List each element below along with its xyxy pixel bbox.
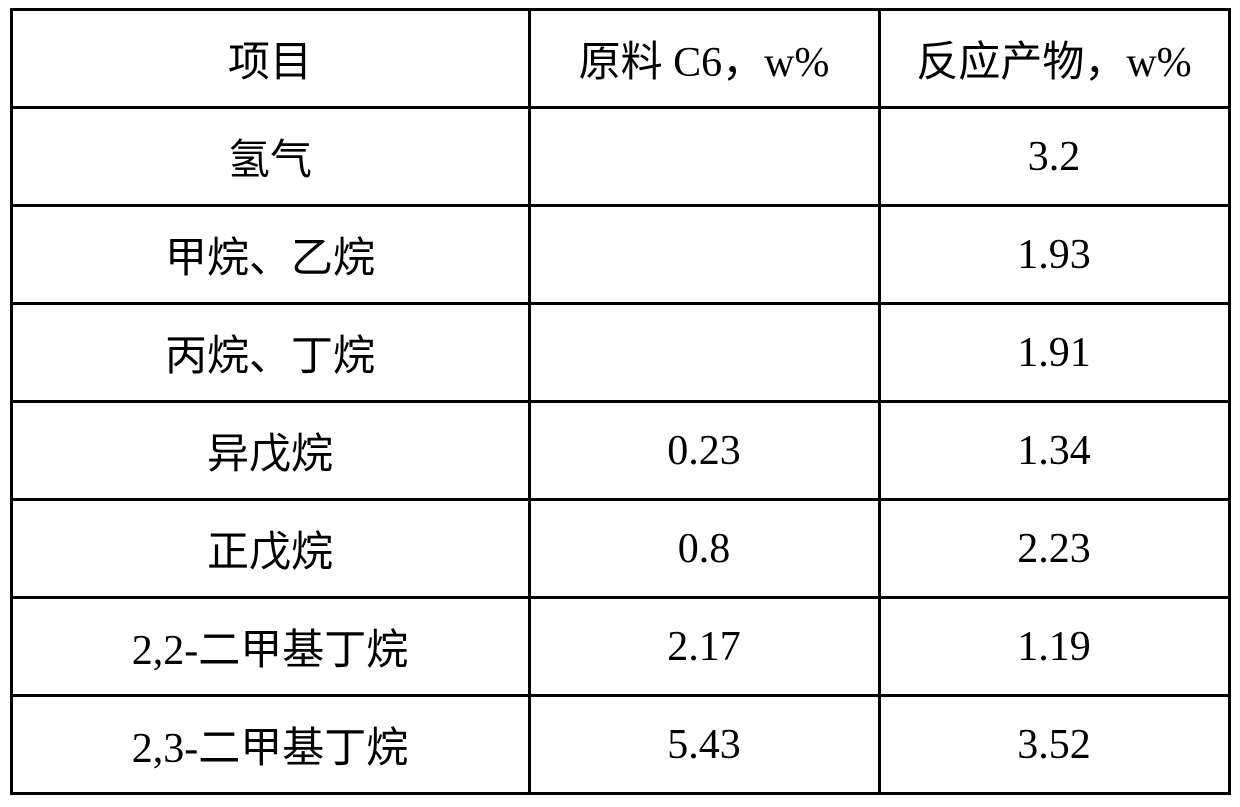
cell-item: 异戊烷	[11, 402, 529, 500]
cell-raw: 2.17	[529, 598, 879, 696]
table-row: 氢气 3.2	[11, 108, 1229, 206]
cell-raw	[529, 206, 879, 304]
cell-product: 1.19	[879, 598, 1229, 696]
header-item: 项目	[11, 10, 529, 108]
cell-product: 1.91	[879, 304, 1229, 402]
cell-raw: 0.8	[529, 500, 879, 598]
table-row: 甲烷、乙烷 1.93	[11, 206, 1229, 304]
cell-raw	[529, 304, 879, 402]
header-raw: 原料 C6，w%	[529, 10, 879, 108]
table-header-row: 项目 原料 C6，w% 反应产物，w%	[11, 10, 1229, 108]
cell-raw	[529, 108, 879, 206]
cell-item: 丙烷、丁烷	[11, 304, 529, 402]
cell-product: 1.93	[879, 206, 1229, 304]
cell-product: 2.23	[879, 500, 1229, 598]
cell-item: 氢气	[11, 108, 529, 206]
cell-item: 正戊烷	[11, 500, 529, 598]
table-row: 2,2-二甲基丁烷 2.17 1.19	[11, 598, 1229, 696]
table-row: 正戊烷 0.8 2.23	[11, 500, 1229, 598]
composition-table: 项目 原料 C6，w% 反应产物，w% 氢气 3.2 甲烷、乙烷 1.93 丙烷…	[10, 8, 1231, 795]
table-row: 异戊烷 0.23 1.34	[11, 402, 1229, 500]
cell-item: 2,3-二甲基丁烷	[11, 696, 529, 794]
cell-product: 3.2	[879, 108, 1229, 206]
cell-item: 2,2-二甲基丁烷	[11, 598, 529, 696]
cell-product: 1.34	[879, 402, 1229, 500]
header-product: 反应产物，w%	[879, 10, 1229, 108]
cell-item: 甲烷、乙烷	[11, 206, 529, 304]
cell-product: 3.52	[879, 696, 1229, 794]
cell-raw: 5.43	[529, 696, 879, 794]
table-row: 2,3-二甲基丁烷 5.43 3.52	[11, 696, 1229, 794]
cell-raw: 0.23	[529, 402, 879, 500]
table-row: 丙烷、丁烷 1.91	[11, 304, 1229, 402]
